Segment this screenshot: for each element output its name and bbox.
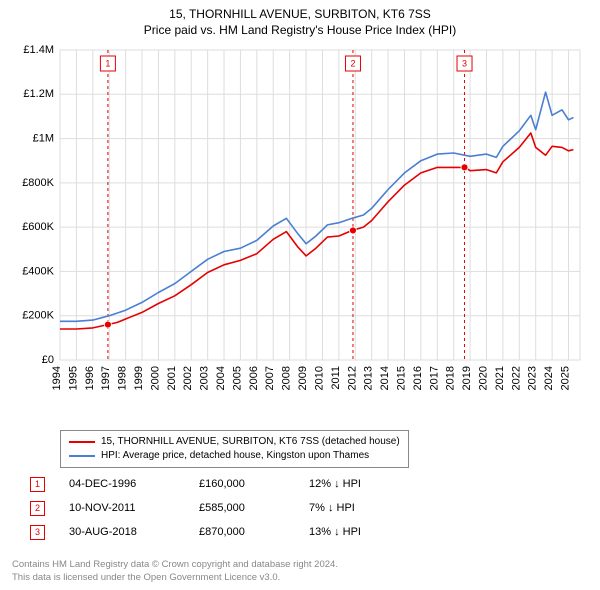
legend-item: 15, THORNHILL AVENUE, SURBITON, KT6 7SS … [69, 435, 400, 449]
chart-title: 15, THORNHILL AVENUE, SURBITON, KT6 7SS … [0, 0, 600, 38]
sales-delta: 7% ↓ HPI [309, 502, 429, 514]
attribution-footer: Contains HM Land Registry data © Crown c… [12, 559, 338, 584]
svg-text:1996: 1996 [84, 366, 96, 390]
sales-price: £870,000 [199, 526, 309, 538]
svg-text:1995: 1995 [67, 366, 79, 390]
svg-text:2023: 2023 [527, 366, 539, 390]
chart-area: £0 £200K £400K £600K £800K £1M £1.2M £1.4M 1994 1… [8, 44, 592, 424]
svg-text:2014: 2014 [379, 366, 391, 390]
svg-text:2024: 2024 [543, 366, 555, 390]
svg-text:1994: 1994 [51, 366, 63, 390]
chart-svg: £0 £200K £400K £600K £800K £1M £1.2M £1.4M 1994 1… [8, 44, 592, 424]
legend-swatch [69, 455, 95, 457]
svg-text:1999: 1999 [133, 366, 145, 390]
sales-table: 1 04-DEC-1996£160,00012% ↓ HPI 2 10-NOV-201… [30, 472, 429, 544]
sales-date: 10-NOV-2011 [69, 502, 199, 514]
svg-text:2022: 2022 [510, 366, 522, 390]
svg-text:£1M: £1M [33, 132, 54, 144]
svg-text:2009: 2009 [297, 366, 309, 390]
svg-text:£600K: £600K [22, 221, 54, 233]
svg-text:2001: 2001 [166, 366, 178, 390]
sales-delta: 13% ↓ HPI [309, 526, 429, 538]
svg-text:2017: 2017 [428, 366, 440, 390]
sales-delta: 12% ↓ HPI [309, 478, 429, 490]
sales-row: 3 30-AUG-2018£870,00013% ↓ HPI [30, 520, 429, 544]
svg-text:2011: 2011 [330, 366, 342, 390]
svg-text:2006: 2006 [248, 366, 260, 390]
svg-text:£400K: £400K [22, 265, 54, 277]
title-line1: 15, THORNHILL AVENUE, SURBITON, KT6 7SS [0, 6, 600, 22]
title-line2: Price paid vs. HM Land Registry's House … [0, 22, 600, 38]
sales-date: 04-DEC-1996 [69, 478, 199, 490]
svg-text:£200K: £200K [22, 310, 54, 322]
legend: 15, THORNHILL AVENUE, SURBITON, KT6 7SS … [60, 430, 409, 468]
svg-text:1: 1 [105, 59, 110, 69]
svg-text:2016: 2016 [412, 366, 424, 390]
sales-marker: 2 [30, 501, 45, 516]
svg-text:2008: 2008 [281, 366, 293, 390]
sales-price: £585,000 [199, 502, 309, 514]
svg-text:1997: 1997 [100, 366, 112, 390]
legend-item: HPI: Average price, detached house, King… [69, 449, 400, 463]
legend-label: HPI: Average price, detached house, King… [101, 449, 369, 463]
sales-marker: 3 [30, 525, 45, 540]
sales-row: 1 04-DEC-1996£160,00012% ↓ HPI [30, 472, 429, 496]
svg-text:2018: 2018 [445, 366, 457, 390]
svg-text:2015: 2015 [395, 366, 407, 390]
svg-text:£0: £0 [42, 354, 54, 366]
legend-swatch [69, 441, 95, 443]
sales-row: 2 10-NOV-2011£585,0007% ↓ HPI [30, 496, 429, 520]
svg-text:1998: 1998 [117, 366, 129, 390]
svg-text:3: 3 [462, 59, 467, 69]
svg-text:2012: 2012 [346, 366, 358, 390]
svg-text:£800K: £800K [22, 177, 54, 189]
svg-text:2004: 2004 [215, 366, 227, 390]
sales-marker: 1 [30, 477, 45, 492]
svg-text:2020: 2020 [477, 366, 489, 390]
legend-label: 15, THORNHILL AVENUE, SURBITON, KT6 7SS … [101, 435, 400, 449]
svg-text:2: 2 [350, 59, 355, 69]
footer-line1: Contains HM Land Registry data © Crown c… [12, 559, 338, 571]
svg-text:2010: 2010 [313, 366, 325, 390]
sales-date: 30-AUG-2018 [69, 526, 199, 538]
svg-text:2019: 2019 [461, 366, 473, 390]
sales-price: £160,000 [199, 478, 309, 490]
svg-text:£1.2M: £1.2M [23, 88, 54, 100]
svg-text:2000: 2000 [149, 366, 161, 390]
footer-line2: This data is licensed under the Open Gov… [12, 572, 338, 584]
svg-text:£1.4M: £1.4M [23, 44, 54, 56]
svg-text:2013: 2013 [363, 366, 375, 390]
svg-text:2005: 2005 [231, 366, 243, 390]
svg-text:2025: 2025 [560, 366, 572, 390]
svg-text:2021: 2021 [494, 366, 506, 390]
svg-text:2003: 2003 [199, 366, 211, 390]
svg-text:2007: 2007 [264, 366, 276, 390]
svg-text:2002: 2002 [182, 366, 194, 390]
